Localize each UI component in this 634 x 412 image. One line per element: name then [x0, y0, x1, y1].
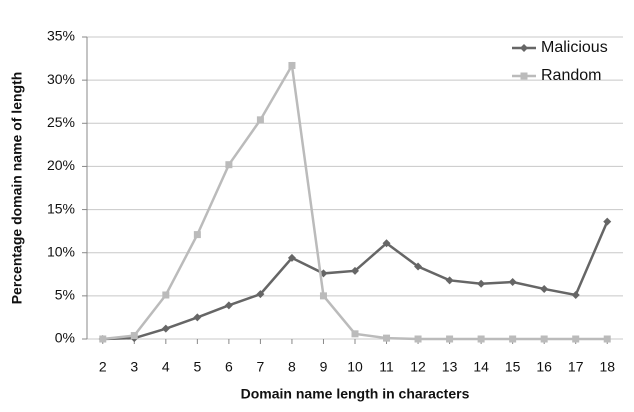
marker: [477, 279, 486, 288]
y-axis-title: Percentage domain name of length: [9, 72, 25, 305]
marker: [193, 231, 201, 239]
x-axis-title: Domain name length in characters: [241, 386, 470, 402]
marker: [572, 335, 580, 343]
marker: [477, 335, 485, 343]
marker: [445, 276, 454, 285]
marker: [414, 262, 423, 271]
y-tick-label: 25%: [47, 114, 75, 130]
x-tick-label: 3: [130, 359, 138, 375]
marker: [287, 253, 296, 262]
x-tick-label: 10: [347, 359, 363, 375]
x-tick-label: 14: [473, 359, 489, 375]
marker: [382, 239, 391, 248]
marker: [225, 161, 233, 169]
marker: [446, 335, 454, 343]
y-tick-label: 0%: [55, 330, 75, 346]
x-tick-label: 4: [162, 359, 170, 375]
series-line: [102, 221, 609, 341]
x-tick-label: 2: [99, 359, 107, 375]
x-tick-label: 8: [288, 359, 296, 375]
marker: [351, 330, 359, 338]
marker: [571, 290, 580, 299]
marker: [130, 332, 138, 340]
y-tick-label: 15%: [47, 200, 75, 216]
marker: [288, 61, 296, 69]
marker: [509, 335, 517, 343]
x-tick-label: 17: [568, 359, 584, 375]
x-tick-label: 5: [193, 359, 201, 375]
marker: [540, 335, 548, 343]
x-tick-label: 6: [225, 359, 233, 375]
x-tick-label: 13: [442, 359, 458, 375]
y-tick-label: 20%: [47, 157, 75, 173]
marker: [162, 291, 170, 299]
marker: [161, 324, 170, 333]
y-tick-label: 30%: [47, 71, 75, 87]
marker: [256, 290, 265, 299]
marker: [603, 335, 611, 343]
x-tick-label: 16: [536, 359, 552, 375]
x-tick-label: 11: [379, 359, 394, 375]
marker: [193, 313, 202, 322]
x-tick-label: 7: [257, 359, 265, 375]
marker: [603, 217, 612, 226]
y-tick-label: 10%: [47, 243, 75, 259]
marker: [319, 292, 327, 300]
x-tick-label: 9: [320, 359, 328, 375]
marker: [256, 116, 264, 124]
marker: [540, 284, 549, 293]
marker: [508, 278, 517, 287]
series-line: [102, 61, 608, 341]
x-tick-label: 18: [599, 359, 615, 375]
x-tick-label: 15: [505, 359, 521, 375]
marker: [383, 334, 391, 342]
marker: [99, 335, 107, 343]
marker: [520, 72, 528, 80]
y-tick-label: 5%: [55, 287, 75, 303]
marker: [414, 335, 422, 343]
y-tick-label: 35%: [47, 28, 75, 44]
legend-label: Malicious: [541, 39, 608, 56]
marker: [351, 266, 359, 275]
marker: [520, 44, 528, 52]
legend-label: Random: [541, 67, 601, 84]
x-tick-label: 12: [410, 359, 426, 375]
marker: [224, 301, 233, 310]
